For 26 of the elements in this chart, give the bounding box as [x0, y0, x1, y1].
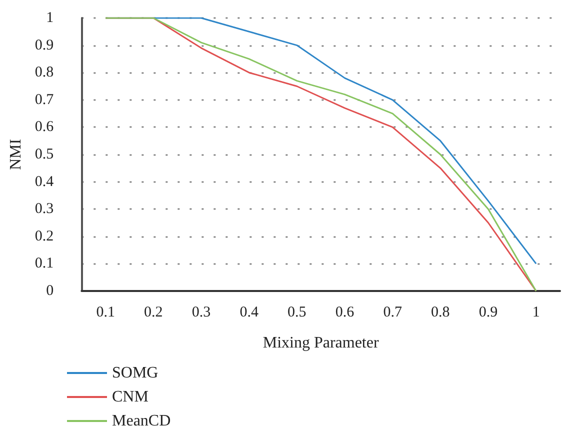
y-tick-label: 0.9	[34, 37, 54, 54]
y-tick-label: 0.3	[34, 201, 54, 218]
y-tick-label: 0.2	[34, 228, 54, 244]
y-tick-label: 0.8	[34, 64, 54, 81]
x-tick-label: 0.7	[383, 304, 402, 320]
x-tick-label: 0.9	[478, 304, 498, 320]
legend-label: SOMG	[112, 364, 159, 382]
y-tick-label: 0	[46, 283, 54, 299]
x-tick-label: 0.4	[240, 304, 259, 320]
x-tick-label: 0.3	[192, 304, 211, 320]
x-axis-title: Mixing Parameter	[262, 334, 380, 352]
y-tick-label: 1	[46, 10, 54, 26]
legend-label: MeanCD	[112, 412, 171, 430]
x-tick-label: 1	[532, 304, 540, 320]
x-tick-label: 0.2	[144, 304, 163, 320]
x-tick-label: 0.1	[96, 304, 115, 320]
x-tick-label: 0.8	[431, 304, 450, 320]
y-tick-label: 0.7	[34, 92, 54, 108]
y-axis-title: NMI	[8, 138, 24, 170]
legend-label: CNM	[112, 388, 148, 406]
y-tick-label: 0.1	[34, 256, 54, 272]
y-tick-label: 0.6	[34, 119, 54, 136]
x-tick-label: 0.5	[288, 304, 306, 320]
y-tick-label: 0.5	[34, 146, 54, 162]
x-tick-label: 0.6	[335, 304, 355, 320]
y-tick-label: 0.4	[34, 174, 54, 190]
